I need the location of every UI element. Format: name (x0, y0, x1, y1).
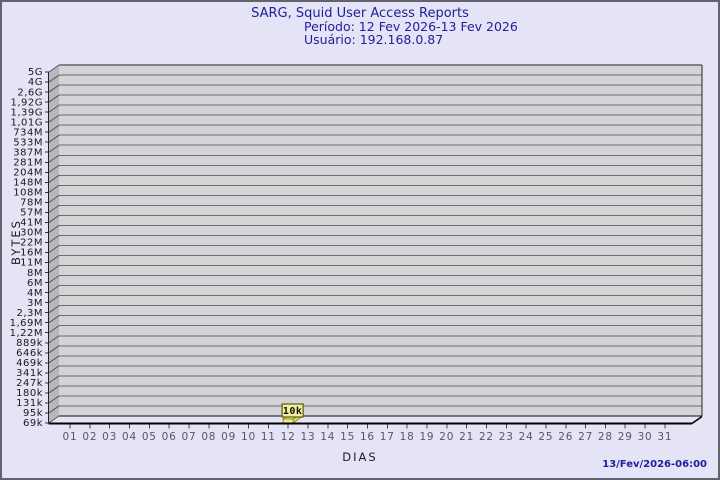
tooltip-box (281, 403, 304, 418)
x-tick-label: 12 (281, 431, 296, 443)
x-tick-label: 03 (102, 431, 117, 443)
y-tick-label: 78M (20, 198, 43, 209)
x-tick-label: 30 (638, 431, 653, 443)
y-tick-label: 1,69M (10, 318, 43, 329)
x-tick-label: 22 (479, 431, 494, 443)
value-tooltip: 10k (281, 403, 304, 418)
x-tick-label: 25 (538, 431, 553, 443)
y-tick-label: 69k (23, 418, 43, 429)
y-tick-label: 11M (20, 258, 43, 269)
x-tick-label: 14 (320, 431, 335, 443)
y-tick-label: 5G (28, 67, 43, 78)
y-tick-label: 22M (20, 238, 43, 249)
bar (282, 418, 294, 424)
y-tick-label: 533M (13, 137, 43, 148)
wall-borders (59, 64, 703, 417)
y-tick-label: 2,6G (17, 87, 43, 98)
y-axis-title: BYTES (9, 219, 23, 265)
x-tick-label: 26 (558, 431, 573, 443)
tooltip-value: 10k (283, 406, 303, 417)
x-tick-label: 29 (618, 431, 633, 443)
axes (47, 72, 703, 425)
y-tick-label: 108M (13, 188, 43, 199)
report-user: Usuário: 192.168.0.87 (304, 32, 444, 47)
x-tick-label: 19 (419, 431, 434, 443)
y-tick-label: 646k (16, 348, 43, 359)
y-tick-label: 95k (23, 408, 43, 419)
x-tick-label: 15 (340, 431, 355, 443)
y-tick-label: 4G (28, 77, 43, 88)
y-tick-label: 30M (20, 228, 43, 239)
x-tick-label: 24 (519, 431, 534, 443)
y-tick-label: 4M (27, 288, 43, 299)
x-tick-label: 10 (241, 431, 256, 443)
x-tick-label: 17 (380, 431, 395, 443)
x-tick-label: 02 (82, 431, 97, 443)
y-tick-label: 8M (27, 268, 43, 279)
y-tick-label: 281M (13, 157, 43, 168)
y-tick-label: 6M (27, 278, 43, 289)
y-tick-label: 131k (16, 398, 43, 409)
x-tick-label: 18 (400, 431, 415, 443)
plot-walls (49, 65, 702, 423)
y-tick-label: 180k (16, 388, 43, 399)
y-tick-label: 1,01G (10, 117, 43, 128)
y-tick-label: 387M (13, 147, 43, 158)
x-tick-label: 16 (360, 431, 375, 443)
x-tick-label: 04 (122, 431, 137, 443)
x-tick-label: 13 (300, 431, 315, 443)
x-tick-label: 23 (499, 431, 514, 443)
y-tick-label: 1,92G (10, 97, 43, 108)
y-tick-label: 16M (20, 248, 43, 259)
x-axis-title: DIAS (342, 450, 378, 464)
timestamp: 13/Fev/2026-06:00 (602, 459, 707, 470)
y-tick-label: 341k (16, 368, 43, 379)
x-tick-label: 28 (598, 431, 613, 443)
x-tick-label: 27 (578, 431, 593, 443)
y-tick-label: 3M (27, 298, 43, 309)
y-tick-label: 247k (16, 378, 43, 389)
y-tick-label: 41M (20, 218, 43, 229)
x-tick-label: 11 (261, 431, 276, 443)
y-tick-label: 469k (16, 358, 43, 369)
x-tick-label: 06 (162, 431, 177, 443)
y-tick-label: 204M (13, 167, 43, 178)
x-tick-label: 01 (63, 431, 78, 443)
y-tick-label: 1,22M (10, 328, 43, 339)
report-title: SARG, Squid User Access Reports (251, 6, 469, 21)
x-tick-label: 07 (181, 431, 196, 443)
x-tick-label: 05 (142, 431, 157, 443)
grid-lines (45, 64, 702, 424)
x-tick-label: 08 (201, 431, 216, 443)
y-tick-label: 57M (20, 208, 43, 219)
y-tick-label: 734M (13, 127, 43, 138)
y-tick-label: 1,39G (10, 107, 43, 118)
x-axis-labels: 01 02 03 04 05 06 07 08 09 10 11 12 13 14 15 16 17 18 19 20… (63, 424, 672, 443)
y-tick-label: 889k (16, 338, 43, 349)
report-period: Período: 12 Fev 2026-13 Fev 2026 (304, 19, 518, 34)
x-tick-label: 09 (221, 431, 236, 443)
x-tick-label: 31 (657, 431, 672, 443)
x-tick-label: 20 (439, 431, 454, 443)
y-axis-labels: 5G4G2,6G1,92G1,39G1,01G734M533M387M281M2… (10, 67, 43, 429)
x-tick-label: 21 (459, 431, 474, 443)
y-tick-label: 2,3M (16, 308, 43, 319)
y-tick-label: 148M (13, 178, 43, 189)
